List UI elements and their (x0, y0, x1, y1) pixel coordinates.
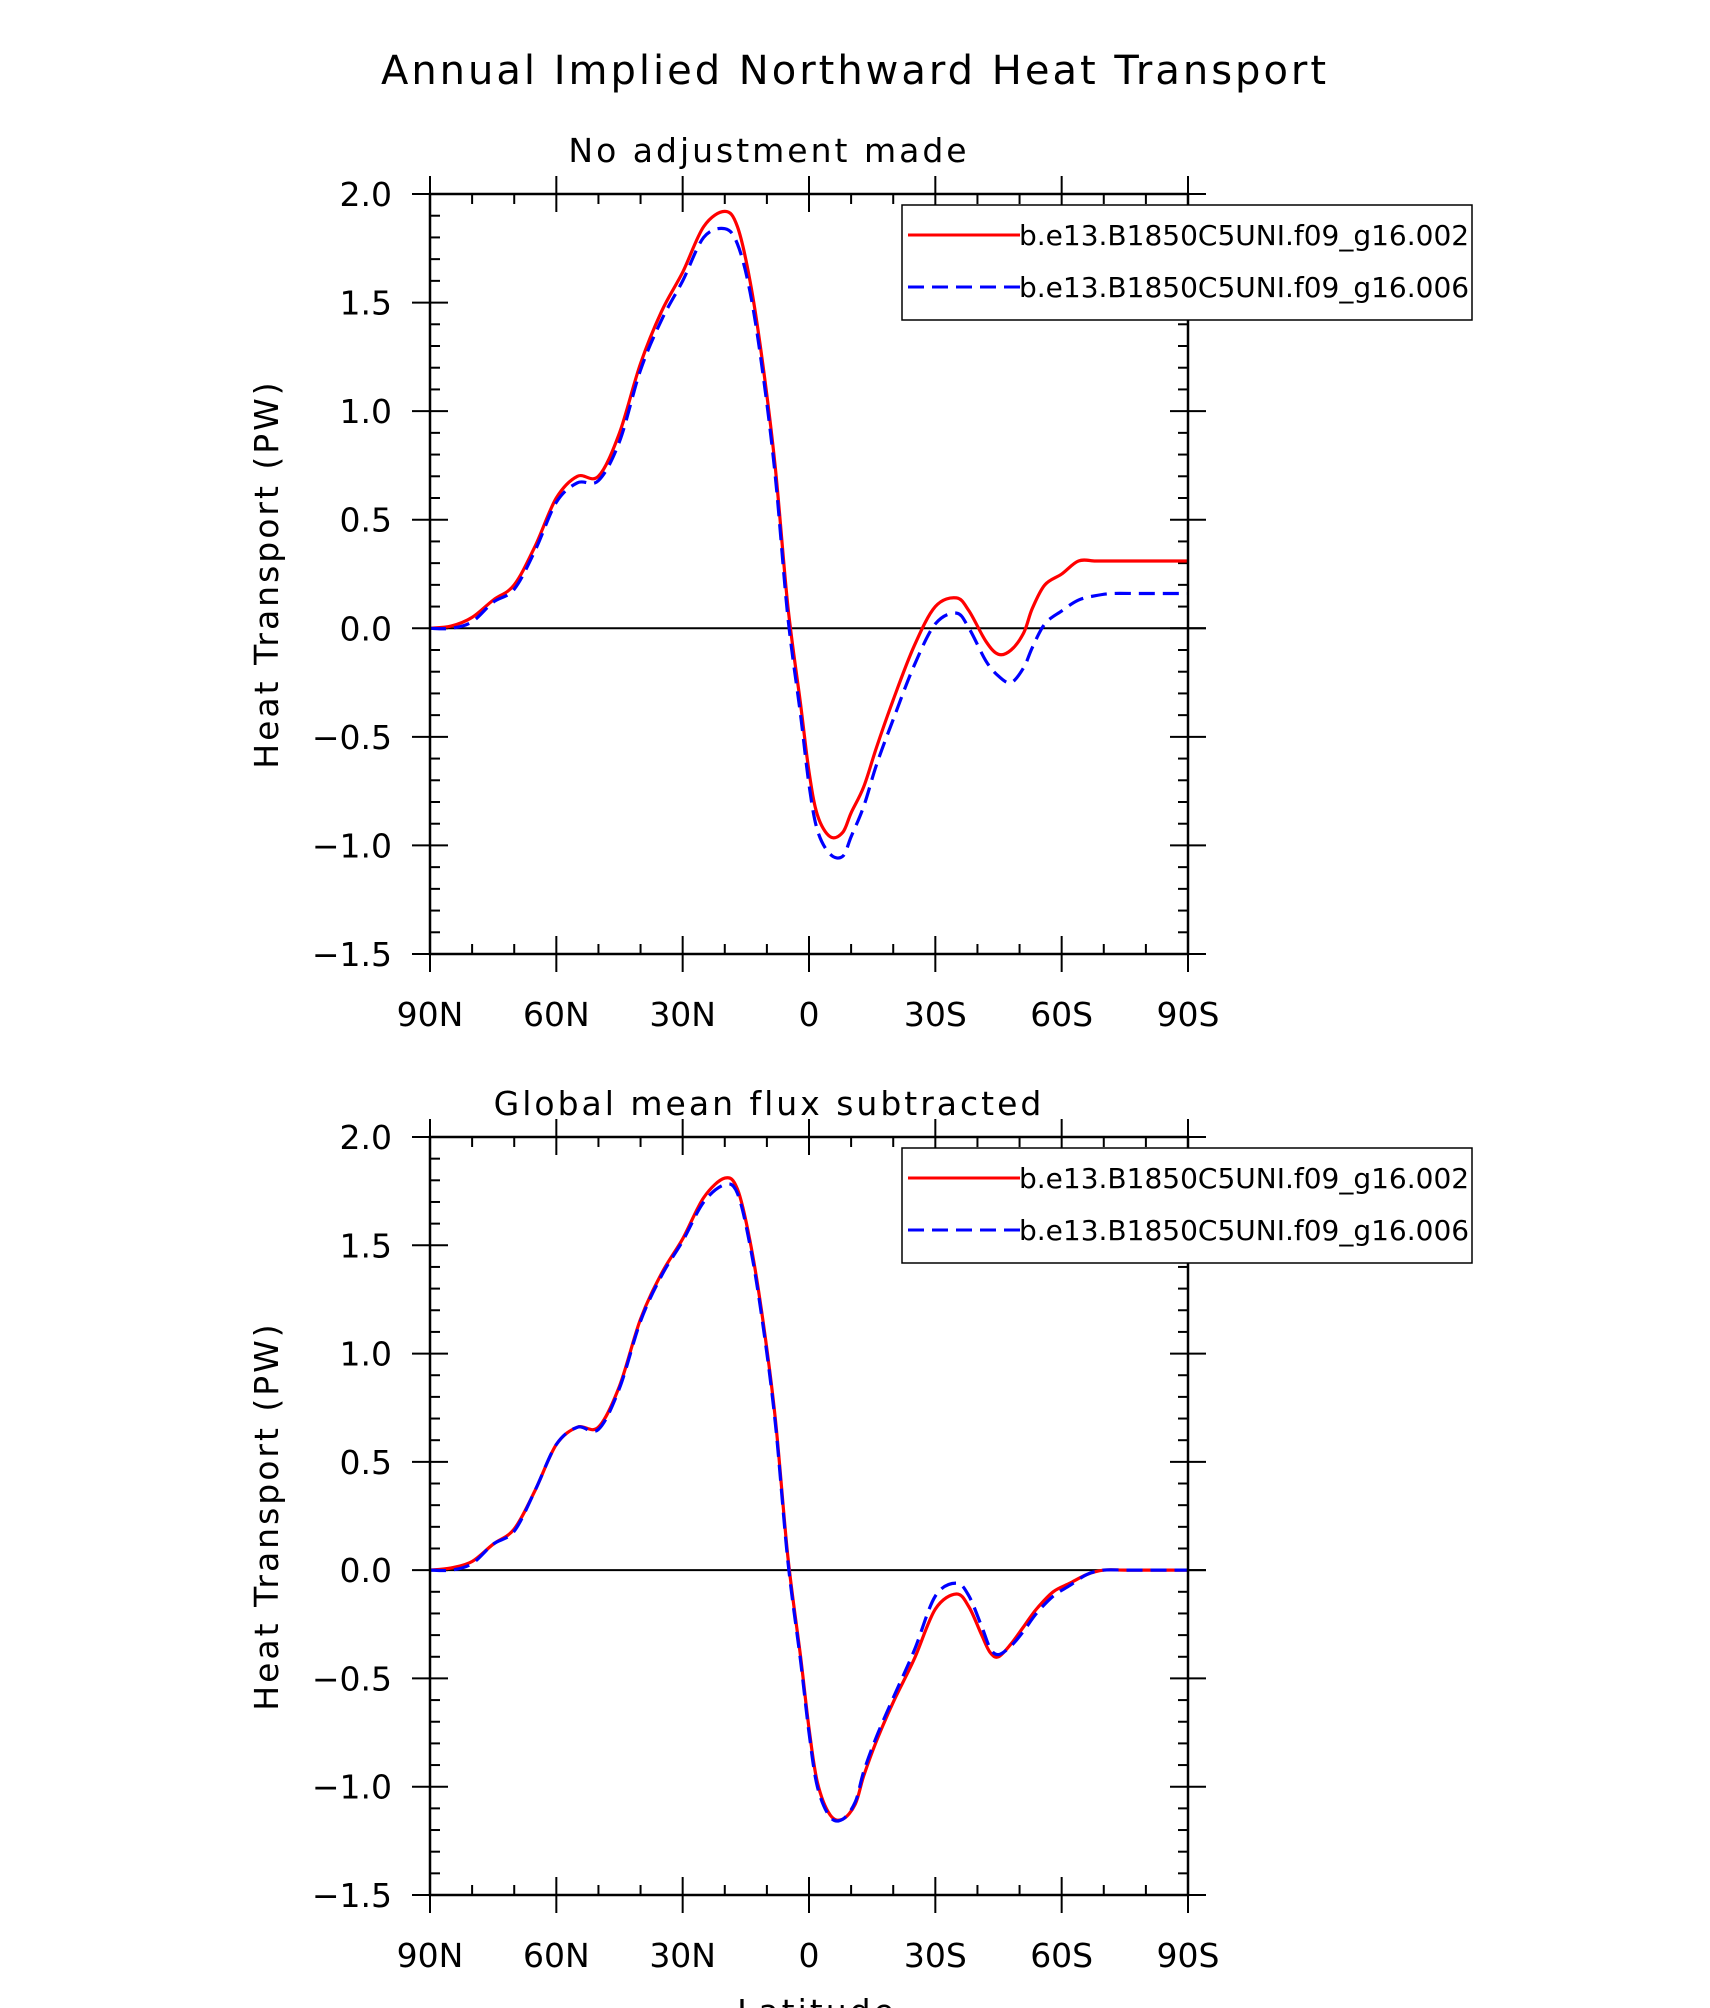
x-tick-label: 0 (799, 995, 820, 1034)
x-tick-label: 60S (1030, 1936, 1093, 1975)
plot-frame (428, 1135, 1190, 1897)
legend-entry-label: b.e13.B1850C5UNI.f09_g16.002 (1019, 219, 1469, 252)
x-tick-label: 60N (523, 995, 590, 1034)
legend-entry-label: b.e13.B1850C5UNI.f09_g16.002 (1019, 1162, 1469, 1195)
x-tick-label: 90S (1157, 1936, 1220, 1975)
y-tick-label: 1.0 (340, 392, 392, 431)
legend: b.e13.B1850C5UNI.f09_g16.002 b.e13.B1850C… (901, 204, 1473, 321)
y-tick-label: −1.5 (312, 935, 392, 974)
series-line-2 (430, 1182, 1188, 1823)
panel-title: No adjustment made (568, 131, 969, 170)
y-tick-label: 1.0 (340, 1335, 392, 1374)
y-tick-label: −0.5 (312, 718, 392, 757)
x-tick-label: 90S (1157, 995, 1220, 1034)
x-tick-label: 90N (397, 995, 464, 1034)
y-tick-label: 0.5 (340, 501, 392, 540)
x-tick-label: 30S (904, 995, 967, 1034)
y-tick-label: 0.0 (340, 609, 392, 648)
y-tick-label: 0.0 (340, 1551, 392, 1590)
top-panel: No adjustment made 90N 60N 30N 0 30S 60S 90S −1.… (247, 131, 1473, 1034)
legend-entry-label: b.e13.B1850C5UNI.f09_g16.006 (1019, 1214, 1469, 1247)
x-tick-label: 30S (904, 1936, 967, 1975)
x-tick-label: 30N (649, 1936, 716, 1975)
legend-entry-label: b.e13.B1850C5UNI.f09_g16.006 (1019, 271, 1469, 304)
legend-box (901, 204, 1473, 321)
legend: b.e13.B1850C5UNI.f09_g16.002 b.e13.B1850C… (901, 1147, 1473, 1264)
x-tick-label: 30N (649, 995, 716, 1034)
y-tick-label: 1.5 (340, 1226, 392, 1265)
y-tick-label: 0.5 (340, 1443, 392, 1482)
x-axis-title: Latitude (737, 1992, 897, 2008)
series-line-1 (430, 209, 1188, 840)
y-tick-label: −1.0 (312, 826, 392, 865)
legend-box (901, 1147, 1473, 1264)
y-axis-title: Heat Transport (PW) (247, 379, 286, 768)
figure-title: Annual Implied Northward Heat Transport (381, 48, 1329, 94)
y-tick-label: −1.0 (312, 1768, 392, 1807)
x-tick-label: 90N (397, 1936, 464, 1975)
y-tick-label: 2.0 (340, 175, 392, 214)
x-tick-label: 60N (523, 1936, 590, 1975)
y-axis-title: Heat Transport (PW) (247, 1321, 286, 1710)
series-line-1 (430, 1176, 1188, 1822)
panel-title: Global mean flux subtracted (494, 1084, 1045, 1123)
x-tick-label: 60S (1030, 995, 1093, 1034)
bottom-panel: Global mean flux subtracted 90N 60N 30N 0 30S… (247, 1084, 1473, 2008)
y-tick-label: 1.5 (340, 284, 392, 323)
plot-frame (428, 192, 1190, 956)
y-tick-label: −0.5 (312, 1659, 392, 1698)
y-tick-label: −1.5 (312, 1876, 392, 1915)
x-tick-label: 0 (799, 1936, 820, 1975)
y-tick-label: 2.0 (340, 1118, 392, 1157)
